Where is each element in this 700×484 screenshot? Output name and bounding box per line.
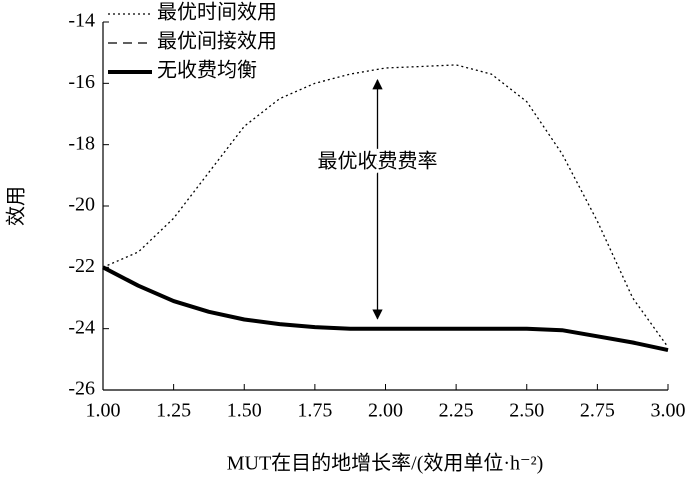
y-tick-label: -26 [68,378,95,400]
x-tick-label: 2.25 [439,400,474,422]
y-tick-label: -18 [68,132,95,154]
x-tick-label: 1.00 [86,400,121,422]
x-tick-label: 1.50 [227,400,262,422]
legend-label: 无收费均衡 [157,59,257,82]
x-tick-label: 2.00 [368,400,403,422]
x-tick-label: 2.50 [509,400,544,422]
x-tick-label: 3.00 [651,400,686,422]
x-tick-label: 2.75 [580,400,615,422]
series-line [102,64,669,348]
series-line [102,265,669,353]
x-tick-label: 1.75 [297,400,332,422]
legend-label: 最优时间效用 [157,1,277,24]
y-tick-label: -24 [68,316,95,338]
x-axis-label: MUT在目的地增长率/(效用单位·h⁻²) [227,452,544,475]
y-tick-label: -14 [68,10,95,32]
y-axis-label: 效用 [5,186,28,226]
y-tick-label: -22 [68,255,95,277]
series-line [102,266,669,351]
annotation: 最优收费费率 [318,150,438,173]
y-tick-label: -16 [68,71,95,93]
legend-label: 最优间接效用 [157,30,277,53]
y-tick-label: -20 [68,194,95,216]
x-tick-label: 1.25 [156,400,191,422]
